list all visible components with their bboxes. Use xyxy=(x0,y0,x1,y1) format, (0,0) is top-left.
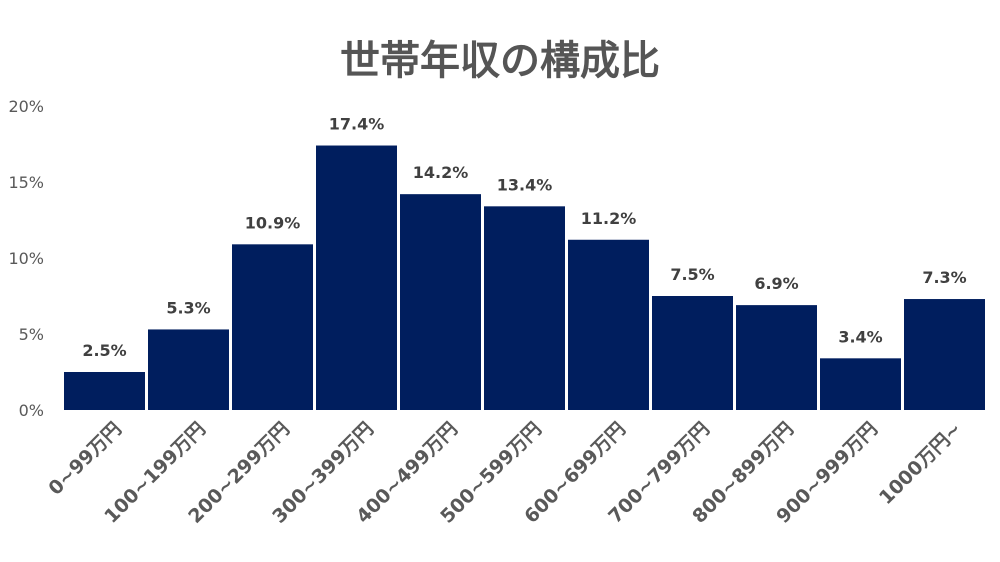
data-label: 14.2% xyxy=(413,163,469,182)
data-labels: 2.5% 5.3% 10.9% 17.4% 14.2% 13.4% 11.2% 7.5% 6.9… xyxy=(82,115,966,360)
bar xyxy=(316,145,397,410)
bar xyxy=(232,244,313,410)
x-tick-label: 0~99万円 xyxy=(44,418,126,500)
y-tick-label: 0% xyxy=(19,401,44,420)
bar xyxy=(148,329,229,410)
bar-series xyxy=(64,145,985,410)
y-tick-label: 5% xyxy=(19,325,44,344)
data-label: 7.5% xyxy=(670,265,714,284)
data-label: 7.3% xyxy=(922,268,966,287)
data-label: 17.4% xyxy=(329,115,385,134)
data-label: 13.4% xyxy=(497,175,553,194)
data-label: 5.3% xyxy=(166,298,210,317)
data-label: 3.4% xyxy=(838,327,882,346)
bar xyxy=(652,296,733,410)
data-label: 11.2% xyxy=(581,209,637,228)
chart-title: 世帯年収の構成比 xyxy=(340,38,660,84)
y-tick-label: 20% xyxy=(8,97,44,116)
y-axis: 0% 5% 10% 15% 20% xyxy=(8,97,44,420)
bar xyxy=(736,305,817,410)
bar xyxy=(568,239,649,410)
x-tick-label: 1000万円~ xyxy=(875,418,966,509)
bar xyxy=(400,194,481,410)
y-tick-label: 10% xyxy=(8,249,44,268)
y-tick-label: 15% xyxy=(8,173,44,192)
bar xyxy=(64,372,145,410)
bar xyxy=(904,299,985,410)
data-label: 2.5% xyxy=(82,341,126,360)
x-axis: 0~99万円100~199万円200~299万円300~399万円400~499… xyxy=(44,418,966,528)
data-label: 10.9% xyxy=(245,213,301,232)
data-label: 6.9% xyxy=(754,274,798,293)
bar xyxy=(484,206,565,410)
bar xyxy=(820,358,901,410)
